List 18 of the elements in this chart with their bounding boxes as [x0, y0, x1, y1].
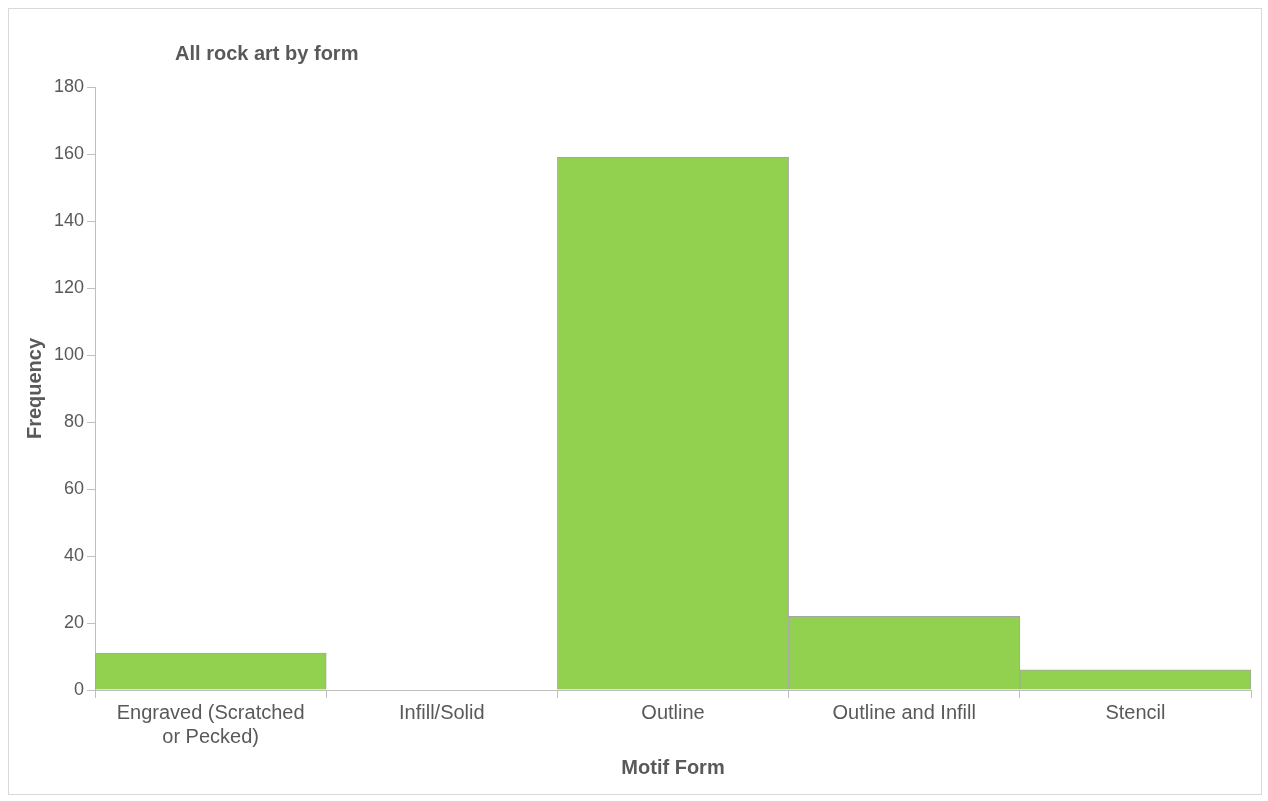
x-tick-label: Stencil [1105, 700, 1166, 723]
y-tick-label: 0 [74, 678, 85, 699]
chart-title: All rock art by form [175, 41, 359, 64]
y-tick-label: 140 [53, 209, 85, 230]
x-axis-title: Motif Form [621, 755, 725, 778]
y-tick-label: 180 [53, 75, 85, 96]
y-tick-label: 20 [64, 611, 85, 632]
y-tick-label: 100 [53, 343, 85, 364]
x-tick-label: Outline and Infill [832, 700, 976, 723]
y-tick-label: 80 [64, 410, 85, 431]
y-tick-label: 60 [64, 477, 85, 498]
x-tick-label: Infill/Solid [399, 700, 485, 723]
y-axis-title: Frequency [22, 337, 45, 440]
y-tick-label: 40 [64, 544, 85, 565]
y-tick-label: 160 [53, 142, 85, 163]
x-tick-label: Engraved (Scratched or Pecked) [116, 700, 305, 747]
y-tick-label: 120 [53, 276, 85, 297]
x-tick-label: Outline [641, 700, 705, 723]
